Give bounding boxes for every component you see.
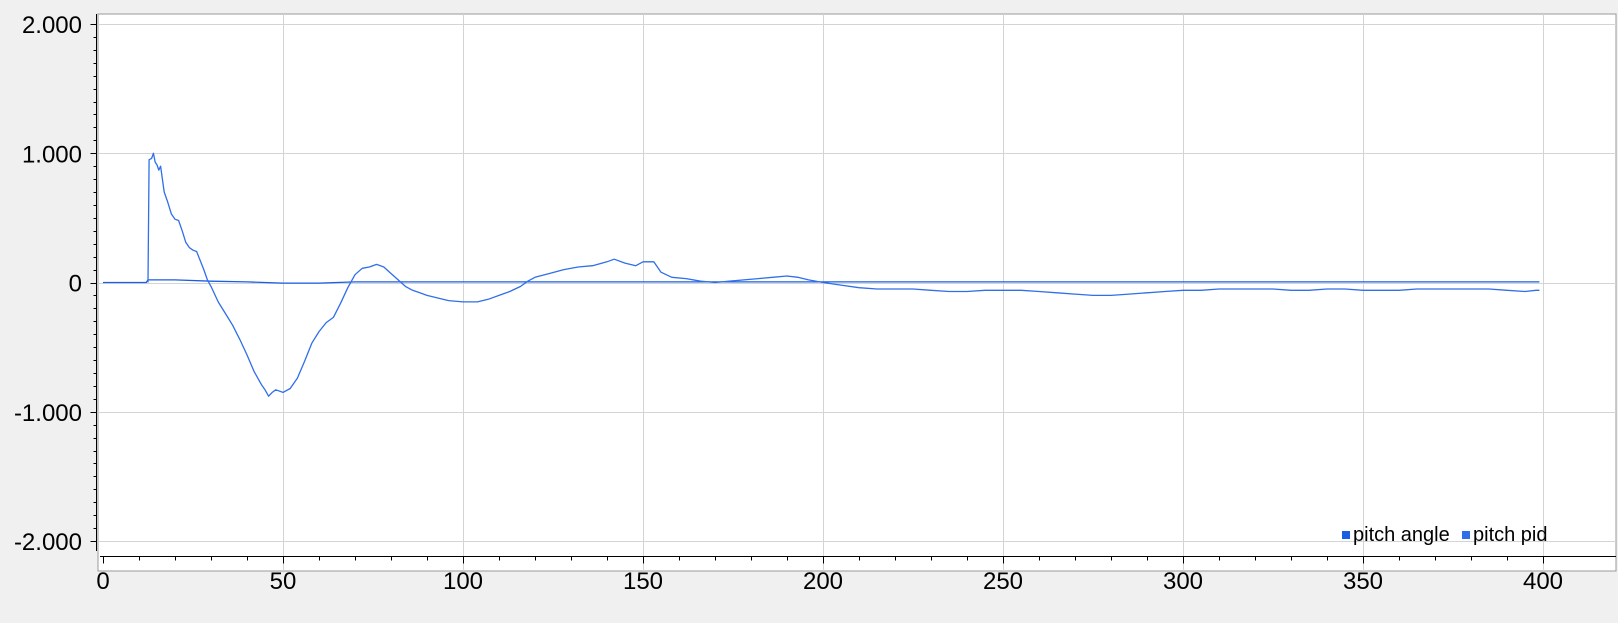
- y-tick-label: 1.000: [22, 141, 82, 168]
- legend: pitch angle pitch pid: [1342, 524, 1548, 546]
- x-tick-label: 100: [443, 568, 483, 595]
- legend-label-pitch-angle: pitch angle: [1353, 524, 1450, 546]
- x-tick-label: 300: [1163, 568, 1203, 595]
- y-tick-label: -2.000: [14, 529, 82, 556]
- grid-lines: [98, 14, 1616, 571]
- x-tick-label: 200: [803, 568, 843, 595]
- legend-label-pitch-pid: pitch pid: [1473, 524, 1548, 546]
- axes: 2.000 1.000 0 -1.000 -2.000 0 50 100 150 200 250 30…: [14, 12, 1616, 595]
- series-lines: [103, 152, 1540, 397]
- x-tick-label: 250: [983, 568, 1023, 595]
- x-tick-label: 350: [1343, 568, 1383, 595]
- series-line-pitch-angle: [103, 279, 1540, 284]
- x-tick-label: 0: [96, 568, 109, 595]
- x-tick-label: 150: [623, 568, 663, 595]
- x-tick-label: 50: [270, 568, 297, 595]
- y-tick-label: -1.000: [14, 400, 82, 427]
- y-tick-label: 2.000: [22, 12, 82, 39]
- series-line-pitch-pid: [147, 152, 1540, 397]
- plot-area: [97, 13, 1617, 572]
- x-tick-label: 400: [1523, 568, 1563, 595]
- y-tick-label: 0: [69, 271, 82, 298]
- legend-swatch-pitch-angle: [1342, 531, 1350, 539]
- legend-swatch-pitch-pid: [1462, 531, 1470, 539]
